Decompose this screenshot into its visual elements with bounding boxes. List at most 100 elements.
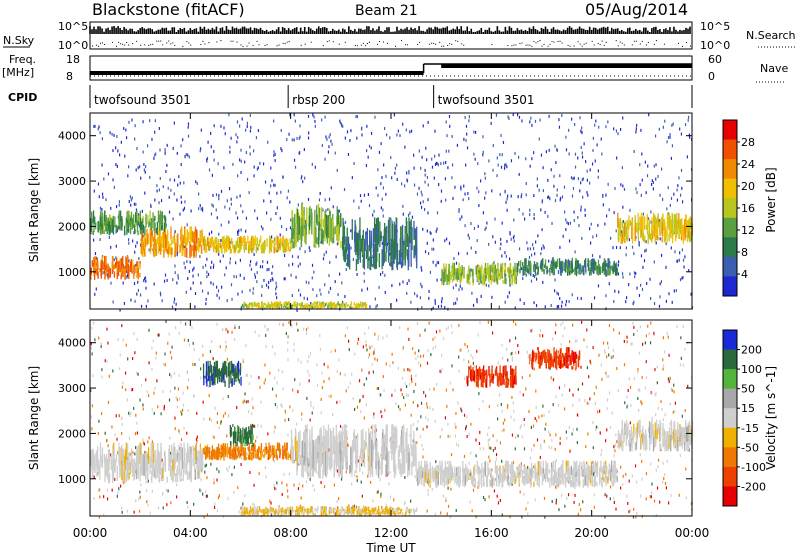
speckle bbox=[548, 148, 550, 152]
heatmap-cell bbox=[299, 217, 301, 240]
heatmap-cell bbox=[617, 236, 620, 243]
heatmap-cell bbox=[512, 268, 515, 276]
speckle bbox=[151, 408, 153, 412]
speckle bbox=[110, 206, 112, 210]
speckle bbox=[299, 293, 302, 297]
speckle bbox=[199, 149, 201, 153]
speckle bbox=[576, 427, 578, 431]
speckle bbox=[156, 189, 158, 193]
speckle bbox=[406, 178, 408, 182]
speckle bbox=[517, 195, 519, 199]
speckle bbox=[597, 410, 599, 414]
heatmap-cell bbox=[519, 268, 521, 274]
speckle bbox=[373, 416, 375, 420]
heatmap-cell bbox=[301, 305, 303, 309]
heatmap-cell bbox=[406, 233, 409, 247]
heatmap-cell bbox=[357, 242, 359, 264]
speckle bbox=[650, 220, 652, 224]
speckle bbox=[123, 301, 126, 305]
speckle bbox=[201, 344, 204, 348]
heatmap-cell bbox=[467, 275, 469, 280]
heatmap-cell bbox=[114, 216, 116, 228]
speckle bbox=[208, 168, 211, 172]
nsearch-dot bbox=[641, 40, 643, 42]
speckle bbox=[609, 497, 611, 501]
heatmap-cell bbox=[390, 243, 392, 267]
speckle bbox=[652, 187, 654, 191]
heatmap-cell bbox=[681, 221, 683, 237]
speckle bbox=[274, 159, 276, 163]
speckle bbox=[514, 151, 516, 155]
speckle bbox=[186, 431, 188, 435]
speckle bbox=[188, 269, 191, 273]
speckle bbox=[485, 191, 487, 195]
speckle bbox=[541, 247, 543, 251]
heatmap-cell bbox=[349, 259, 351, 270]
speckle bbox=[93, 238, 95, 242]
speckle bbox=[572, 428, 574, 432]
heatmap-cell bbox=[118, 264, 120, 269]
speckle bbox=[639, 183, 641, 187]
speckle bbox=[262, 260, 264, 264]
heatmap-cell bbox=[266, 304, 269, 308]
heatmap-cell bbox=[133, 214, 135, 227]
heatmap-cell bbox=[410, 219, 412, 248]
speckle bbox=[211, 260, 213, 264]
heatmap-cell bbox=[312, 303, 314, 306]
speckle bbox=[193, 266, 195, 270]
heatmap-cell bbox=[536, 263, 538, 268]
heatmap-cell bbox=[148, 221, 150, 228]
nsearch-dot bbox=[276, 45, 278, 47]
speckle bbox=[656, 486, 659, 490]
speckle bbox=[447, 504, 450, 508]
speckle bbox=[92, 374, 94, 378]
speckle bbox=[430, 232, 432, 236]
heatmap-cell bbox=[323, 305, 325, 308]
speckle bbox=[133, 332, 135, 336]
heatmap-cell bbox=[362, 239, 364, 255]
speckle bbox=[654, 134, 657, 138]
speckle bbox=[165, 169, 167, 173]
heatmap-cell bbox=[238, 243, 241, 248]
speckle bbox=[213, 149, 215, 153]
speckle bbox=[662, 480, 664, 484]
speckle bbox=[419, 333, 421, 337]
speckle bbox=[484, 228, 486, 232]
heatmap-cell bbox=[255, 303, 257, 308]
nave-label: Nave bbox=[760, 62, 788, 75]
speckle bbox=[639, 325, 642, 329]
speckle bbox=[540, 443, 542, 447]
speckle bbox=[441, 297, 443, 301]
speckle bbox=[246, 373, 248, 377]
nsearch-dot bbox=[417, 43, 419, 45]
heatmap-cell bbox=[214, 237, 216, 245]
speckle bbox=[409, 382, 411, 386]
speckle bbox=[547, 214, 549, 218]
heatmap-cell bbox=[130, 259, 132, 269]
speckle bbox=[112, 149, 114, 153]
heatmap-cell bbox=[365, 250, 368, 260]
speckle bbox=[597, 425, 599, 429]
speckle bbox=[299, 382, 301, 386]
speckle bbox=[187, 378, 190, 382]
heatmap-cell bbox=[493, 263, 495, 273]
speckle bbox=[169, 350, 172, 354]
speckle bbox=[661, 407, 663, 411]
heatmap-cell bbox=[570, 260, 572, 267]
heatmap-cell bbox=[560, 266, 562, 275]
speckle bbox=[217, 162, 219, 166]
speckle bbox=[176, 198, 178, 202]
heatmap-cell bbox=[625, 226, 628, 241]
nsearch-dot bbox=[635, 40, 637, 42]
speckle bbox=[412, 423, 414, 427]
heatmap-cell bbox=[143, 231, 145, 249]
speckle bbox=[211, 203, 213, 207]
heatmap-cell bbox=[462, 269, 465, 278]
heatmap-cell bbox=[547, 269, 549, 273]
heatmap-cell bbox=[213, 239, 216, 248]
speckle bbox=[275, 281, 277, 285]
speckle bbox=[322, 208, 324, 212]
speckle bbox=[274, 425, 276, 429]
date-title: 05/Aug/2014 bbox=[585, 0, 688, 19]
speckle bbox=[613, 496, 615, 500]
